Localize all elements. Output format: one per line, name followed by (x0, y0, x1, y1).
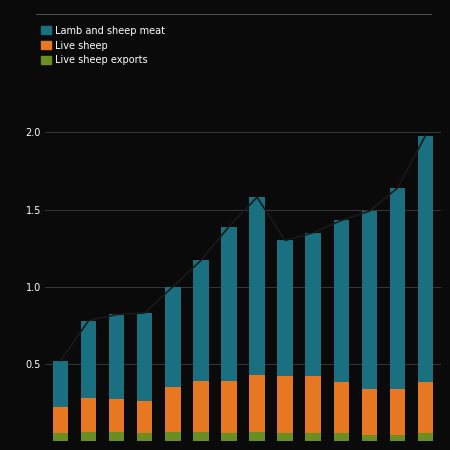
Bar (53, 433, 68, 441)
Bar (277, 376, 293, 433)
Bar (418, 433, 433, 441)
Bar (109, 432, 124, 441)
Bar (193, 261, 209, 381)
Bar (390, 435, 405, 441)
Bar (81, 398, 96, 432)
Bar (165, 287, 180, 387)
Bar (53, 361, 68, 407)
Bar (53, 407, 68, 433)
Bar (137, 313, 153, 401)
Bar (277, 240, 293, 376)
Bar (137, 401, 153, 433)
Bar (362, 211, 377, 388)
Bar (249, 197, 265, 375)
Bar (362, 435, 377, 441)
Bar (81, 432, 96, 441)
Bar (221, 381, 237, 433)
Bar (390, 188, 405, 388)
Bar (109, 315, 124, 399)
Bar (221, 226, 237, 381)
Bar (137, 433, 153, 441)
Bar (193, 381, 209, 432)
Bar (165, 432, 180, 441)
Bar (390, 388, 405, 435)
Bar (418, 382, 433, 433)
Bar (333, 382, 349, 433)
Bar (109, 399, 124, 432)
Bar (333, 220, 349, 382)
Bar (165, 387, 180, 432)
Legend: Lamb and sheep meat, Live sheep, Live sheep exports: Lamb and sheep meat, Live sheep, Live sh… (41, 26, 166, 65)
Bar (249, 432, 265, 441)
Bar (306, 233, 321, 376)
Bar (221, 433, 237, 441)
Bar (193, 432, 209, 441)
Bar (333, 433, 349, 441)
Bar (249, 375, 265, 432)
Bar (306, 376, 321, 433)
Bar (418, 135, 433, 382)
Bar (306, 433, 321, 441)
Bar (362, 388, 377, 435)
Bar (81, 321, 96, 398)
Bar (277, 433, 293, 441)
